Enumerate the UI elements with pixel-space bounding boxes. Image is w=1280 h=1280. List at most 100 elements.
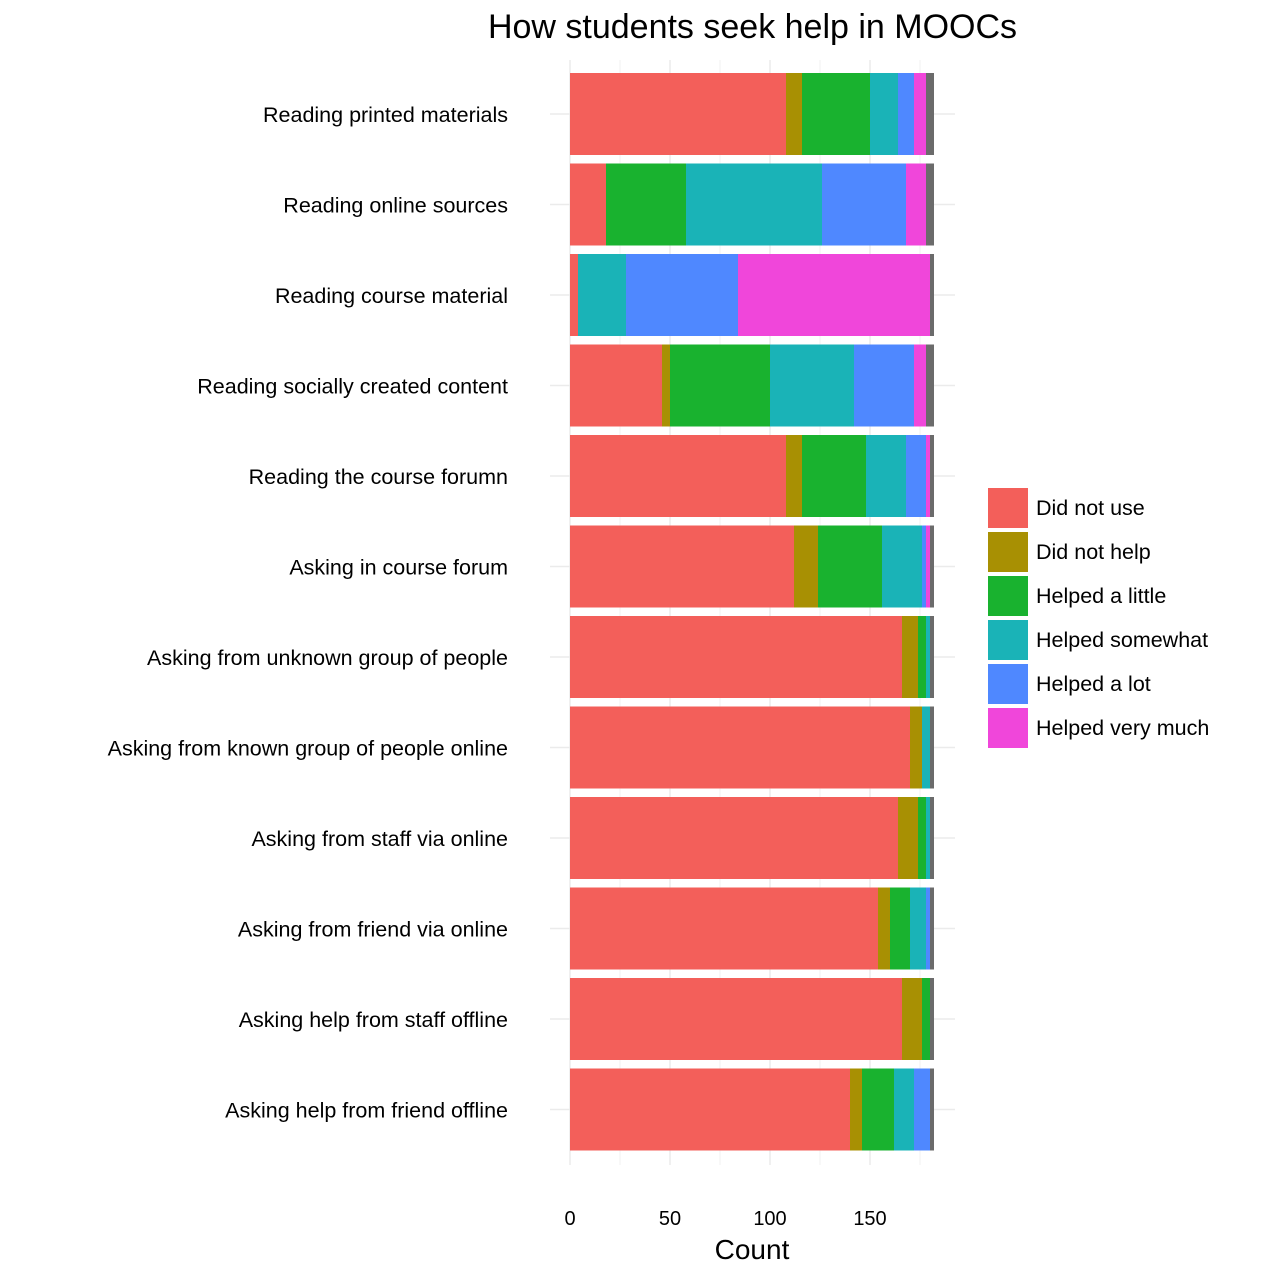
legend-item: Helped a lot bbox=[988, 662, 1209, 706]
bar-segment-helped-somewhat bbox=[770, 344, 854, 427]
legend-label: Helped a little bbox=[1036, 583, 1167, 608]
bar-segment-did-not-help bbox=[902, 978, 922, 1060]
bar-segment-helped-a-lot bbox=[822, 163, 906, 246]
bar-segment-did-not-help bbox=[898, 797, 918, 879]
bar-segment-helped-a-little bbox=[818, 525, 882, 608]
bar-segment-na bbox=[930, 797, 934, 879]
legend-swatch bbox=[988, 664, 1028, 704]
x-tick-label: 100 bbox=[753, 1208, 786, 1230]
bar-segment-helped-somewhat bbox=[870, 73, 898, 155]
bar-segment-helped-a-little bbox=[862, 1068, 894, 1151]
category-label: Reading printed materials bbox=[263, 103, 508, 127]
bar-segment-helped-a-lot bbox=[914, 1068, 930, 1151]
legend-label: Did not use bbox=[1036, 495, 1145, 520]
legend-label: Helped a lot bbox=[1036, 671, 1151, 696]
bar-segment-did-not-help bbox=[878, 887, 890, 970]
bar-segment-helped-somewhat bbox=[926, 616, 930, 698]
bar-segment-na bbox=[926, 73, 934, 155]
bar-segment-na bbox=[930, 978, 934, 1060]
bar-segment-did-not-use bbox=[570, 1068, 850, 1151]
legend-label: Did not help bbox=[1036, 539, 1151, 564]
legend-item: Helped very much bbox=[988, 706, 1209, 750]
bar-segment-helped-a-little bbox=[918, 616, 926, 698]
bar-segment-helped-very-much bbox=[738, 254, 930, 336]
bar-segment-na bbox=[930, 435, 934, 517]
category-label: Reading course material bbox=[275, 284, 508, 308]
bar-segment-helped-very-much bbox=[926, 525, 930, 608]
x-tick-label: 50 bbox=[659, 1208, 681, 1230]
bar-segment-did-not-use bbox=[570, 254, 578, 336]
category-label: Asking in course forum bbox=[289, 556, 508, 580]
bar-segment-helped-a-lot bbox=[926, 887, 930, 970]
bar-segment-na bbox=[930, 887, 934, 970]
bar-segment-helped-a-lot bbox=[854, 344, 914, 427]
legend-swatch bbox=[988, 708, 1028, 748]
bar-segment-did-not-use bbox=[570, 706, 910, 789]
bar-segment-helped-somewhat bbox=[910, 887, 926, 970]
bar-segment-did-not-use bbox=[570, 163, 606, 246]
bar-segment-helped-a-lot bbox=[922, 525, 926, 608]
bar-segment-did-not-use bbox=[570, 435, 786, 517]
bar-segment-did-not-use bbox=[570, 616, 902, 698]
bar-segment-helped-a-little bbox=[670, 344, 770, 427]
legend-label: Helped very much bbox=[1036, 715, 1210, 740]
bar-segment-helped-somewhat bbox=[578, 254, 626, 336]
bar-segment-na bbox=[930, 1068, 934, 1151]
bar-segment-helped-very-much bbox=[926, 435, 930, 517]
category-label: Asking help from friend offline bbox=[225, 1099, 508, 1123]
legend-swatch bbox=[988, 620, 1028, 660]
category-label: Reading online sources bbox=[283, 194, 508, 218]
category-label: Asking help from staff offline bbox=[239, 1008, 508, 1032]
bar-segment-na bbox=[930, 706, 934, 789]
bar-segment-helped-somewhat bbox=[686, 163, 822, 246]
bar-segment-helped-somewhat bbox=[926, 797, 930, 879]
bar-segment-helped-a-little bbox=[802, 73, 870, 155]
bar-segment-did-not-help bbox=[850, 1068, 862, 1151]
bar-segment-did-not-help bbox=[786, 73, 802, 155]
bar-segment-helped-a-little bbox=[922, 978, 930, 1060]
bar-segment-did-not-help bbox=[794, 525, 818, 608]
category-label: Asking from friend via online bbox=[238, 918, 508, 942]
bar-segment-helped-somewhat bbox=[894, 1068, 914, 1151]
legend-item: Helped a little bbox=[988, 574, 1209, 618]
category-label: Asking from staff via online bbox=[251, 827, 508, 851]
bar-segment-did-not-help bbox=[910, 706, 922, 789]
x-tick-label: 0 bbox=[564, 1208, 575, 1230]
bar-segment-na bbox=[930, 525, 934, 608]
category-label: Reading socially created content bbox=[197, 375, 508, 399]
bar-segment-helped-a-little bbox=[918, 797, 926, 879]
bar-segment-did-not-use bbox=[570, 887, 878, 970]
bar-segment-helped-a-lot bbox=[906, 435, 926, 517]
bar-segment-helped-a-lot bbox=[626, 254, 738, 336]
bar-segment-helped-somewhat bbox=[882, 525, 922, 608]
legend-swatch bbox=[988, 532, 1028, 572]
bar-segment-did-not-use bbox=[570, 797, 898, 879]
bar-segment-na bbox=[930, 616, 934, 698]
bar-segment-na bbox=[930, 254, 934, 336]
bar-segment-na bbox=[926, 344, 934, 427]
x-axis-label: Count bbox=[715, 1234, 790, 1265]
bar-segment-helped-somewhat bbox=[866, 435, 906, 517]
bar-segment-did-not-use bbox=[570, 525, 794, 608]
bar-segment-helped-very-much bbox=[914, 344, 926, 427]
category-label: Asking from unknown group of people bbox=[147, 646, 508, 670]
bar-segment-helped-a-little bbox=[802, 435, 866, 517]
bar-segment-helped-a-lot bbox=[898, 73, 914, 155]
bar-segment-did-not-use bbox=[570, 978, 902, 1060]
bar-segment-na bbox=[926, 163, 934, 246]
legend-label: Helped somewhat bbox=[1036, 627, 1209, 652]
bar-segment-helped-a-little bbox=[606, 163, 686, 246]
category-label: Reading the course forumn bbox=[249, 465, 508, 489]
bar-segment-helped-very-much bbox=[914, 73, 926, 155]
bar-segment-did-not-help bbox=[786, 435, 802, 517]
bar-segment-did-not-help bbox=[662, 344, 670, 427]
legend-item: Helped somewhat bbox=[988, 618, 1209, 662]
category-label: Asking from known group of people online bbox=[108, 737, 508, 761]
bar-segment-did-not-use bbox=[570, 344, 662, 427]
legend-item: Did not help bbox=[988, 530, 1209, 574]
x-tick-label: 150 bbox=[853, 1208, 886, 1230]
legend-swatch bbox=[988, 576, 1028, 616]
legend-swatch bbox=[988, 488, 1028, 528]
bar-segment-helped-very-much bbox=[906, 163, 926, 246]
